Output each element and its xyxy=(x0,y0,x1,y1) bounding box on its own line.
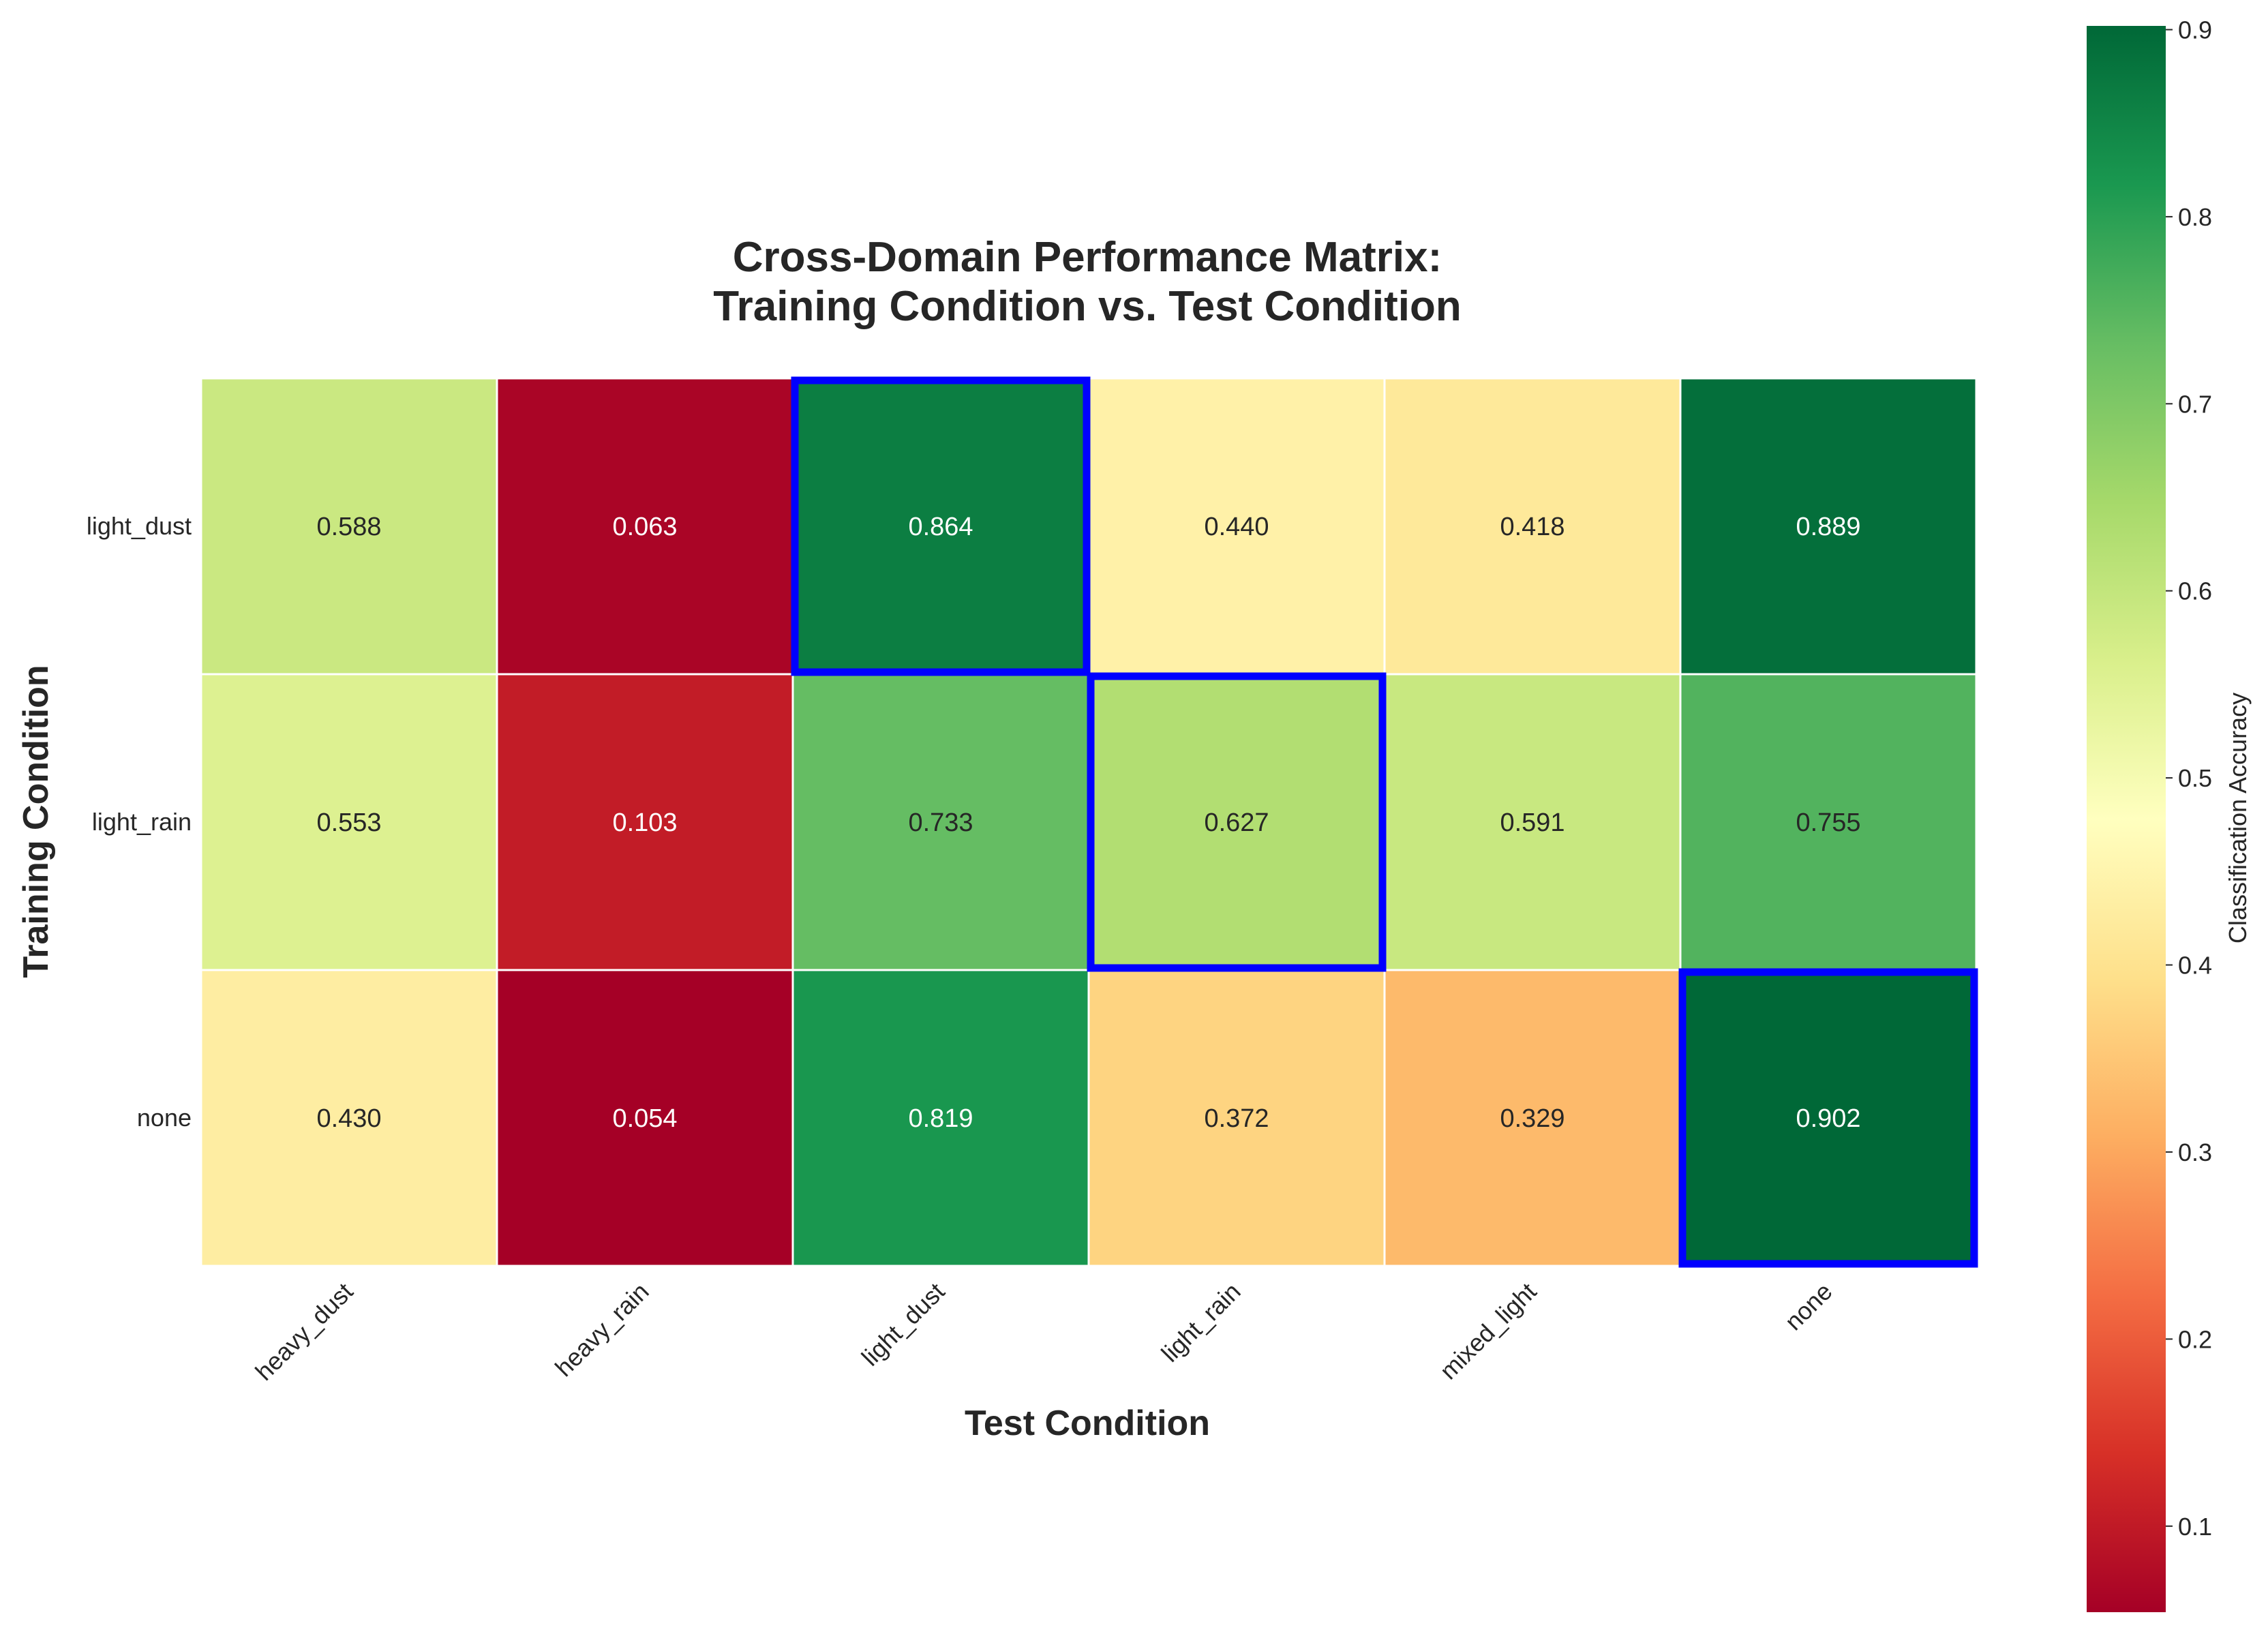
heatmap-cell xyxy=(1679,969,1978,1267)
colorbar-tick-label: 0.6 xyxy=(2178,577,2212,605)
y-axis-label: Training Condition xyxy=(16,665,56,978)
heatmap-cell xyxy=(200,673,498,971)
cell-value-label: 0.819 xyxy=(908,1104,973,1133)
heatmap-cell xyxy=(496,377,794,676)
heatmap-cell xyxy=(200,969,498,1267)
heatmap-cells: 0.588 0.063 0.864 0.440 0.418 0.889 0.553 0.103… xyxy=(200,377,1978,1267)
cell-value-label: 0.103 xyxy=(612,808,677,837)
heatmap-cell xyxy=(1383,969,1682,1267)
x-tick-label: heavy_rain xyxy=(549,1277,654,1382)
x-tick-label: heavy_dust xyxy=(250,1277,358,1386)
colorbar-tick-label: 0.3 xyxy=(2178,1138,2212,1166)
cell-value-label: 0.733 xyxy=(908,808,973,837)
highlight-box xyxy=(1678,968,1978,1268)
x-tick-label: light_dust xyxy=(856,1277,950,1372)
cell-value-label: 0.372 xyxy=(1204,1104,1269,1133)
x-tick-label: mixed_light xyxy=(1434,1277,1542,1385)
heatmap-cell xyxy=(1383,377,1682,676)
x-tick-label: none xyxy=(1779,1277,1838,1336)
y-tick-label: none xyxy=(137,1104,192,1132)
colorbar-tick-label: 0.7 xyxy=(2178,390,2212,418)
heatmap-cell xyxy=(791,673,1090,971)
heatmap-cell xyxy=(1679,673,1978,971)
heatmap-cell xyxy=(1087,969,1386,1267)
colorbar-tick-label: 0.1 xyxy=(2178,1513,2212,1541)
heatmap-cell xyxy=(1383,673,1682,971)
highlight-boxes xyxy=(791,376,1978,1268)
highlight-box xyxy=(791,376,1091,676)
cell-value-label: 0.329 xyxy=(1500,1104,1564,1133)
colorbar-tick-label: 0.8 xyxy=(2178,203,2212,231)
chart-title-line-1: Cross-Domain Performance Matrix: xyxy=(733,234,1442,281)
heatmap-cell xyxy=(496,969,794,1267)
colorbar-tick-label: 0.5 xyxy=(2178,764,2212,792)
cell-value-label: 0.054 xyxy=(612,1104,677,1133)
cell-value-label: 0.889 xyxy=(1796,513,1860,541)
cell-value-label: 0.553 xyxy=(316,808,381,837)
cell-value-label: 0.418 xyxy=(1500,513,1564,541)
cell-value-label: 0.627 xyxy=(1204,808,1269,837)
colorbar-tick-label: 0.4 xyxy=(2178,952,2212,980)
colorbar-ticks: 0.1 0.2 0.3 0.4 0.5 0.6 0.7 0.8 0.9 xyxy=(2166,16,2212,1541)
x-axis-label: Test Condition xyxy=(965,1404,1210,1443)
heatmap-cell xyxy=(496,673,794,971)
x-tick-label: light_rain xyxy=(1155,1277,1245,1367)
heatmap-cell xyxy=(200,377,498,676)
heatmap-cell xyxy=(1679,377,1978,676)
cell-value-label: 0.755 xyxy=(1796,808,1860,837)
highlight-box xyxy=(1087,672,1387,972)
cell-value-label: 0.902 xyxy=(1796,1104,1860,1133)
y-tick-label: light_rain xyxy=(92,808,192,836)
colorbar-tick-label: 0.2 xyxy=(2178,1325,2212,1353)
cell-value-label: 0.864 xyxy=(908,513,973,541)
cell-value-label: 0.430 xyxy=(316,1104,381,1133)
cell-value-label: 0.440 xyxy=(1204,513,1269,541)
colorbar-tick-label: 0.9 xyxy=(2178,16,2212,44)
cell-value-label: 0.063 xyxy=(612,513,677,541)
chart-title-line-2: Training Condition vs. Test Condition xyxy=(713,283,1462,330)
colorbar-label: Classification Accuracy xyxy=(2224,693,2252,943)
cell-value-label: 0.588 xyxy=(316,513,381,541)
x-tick-labels: heavy_dust heavy_rain light_dust light_rain… xyxy=(250,1277,1837,1386)
cell-value-label: 0.591 xyxy=(1500,808,1564,837)
y-tick-label: light_dust xyxy=(87,512,192,540)
colorbar xyxy=(2087,26,2166,1612)
heatmap-cell xyxy=(791,969,1090,1267)
heatmap-cell xyxy=(791,377,1090,676)
